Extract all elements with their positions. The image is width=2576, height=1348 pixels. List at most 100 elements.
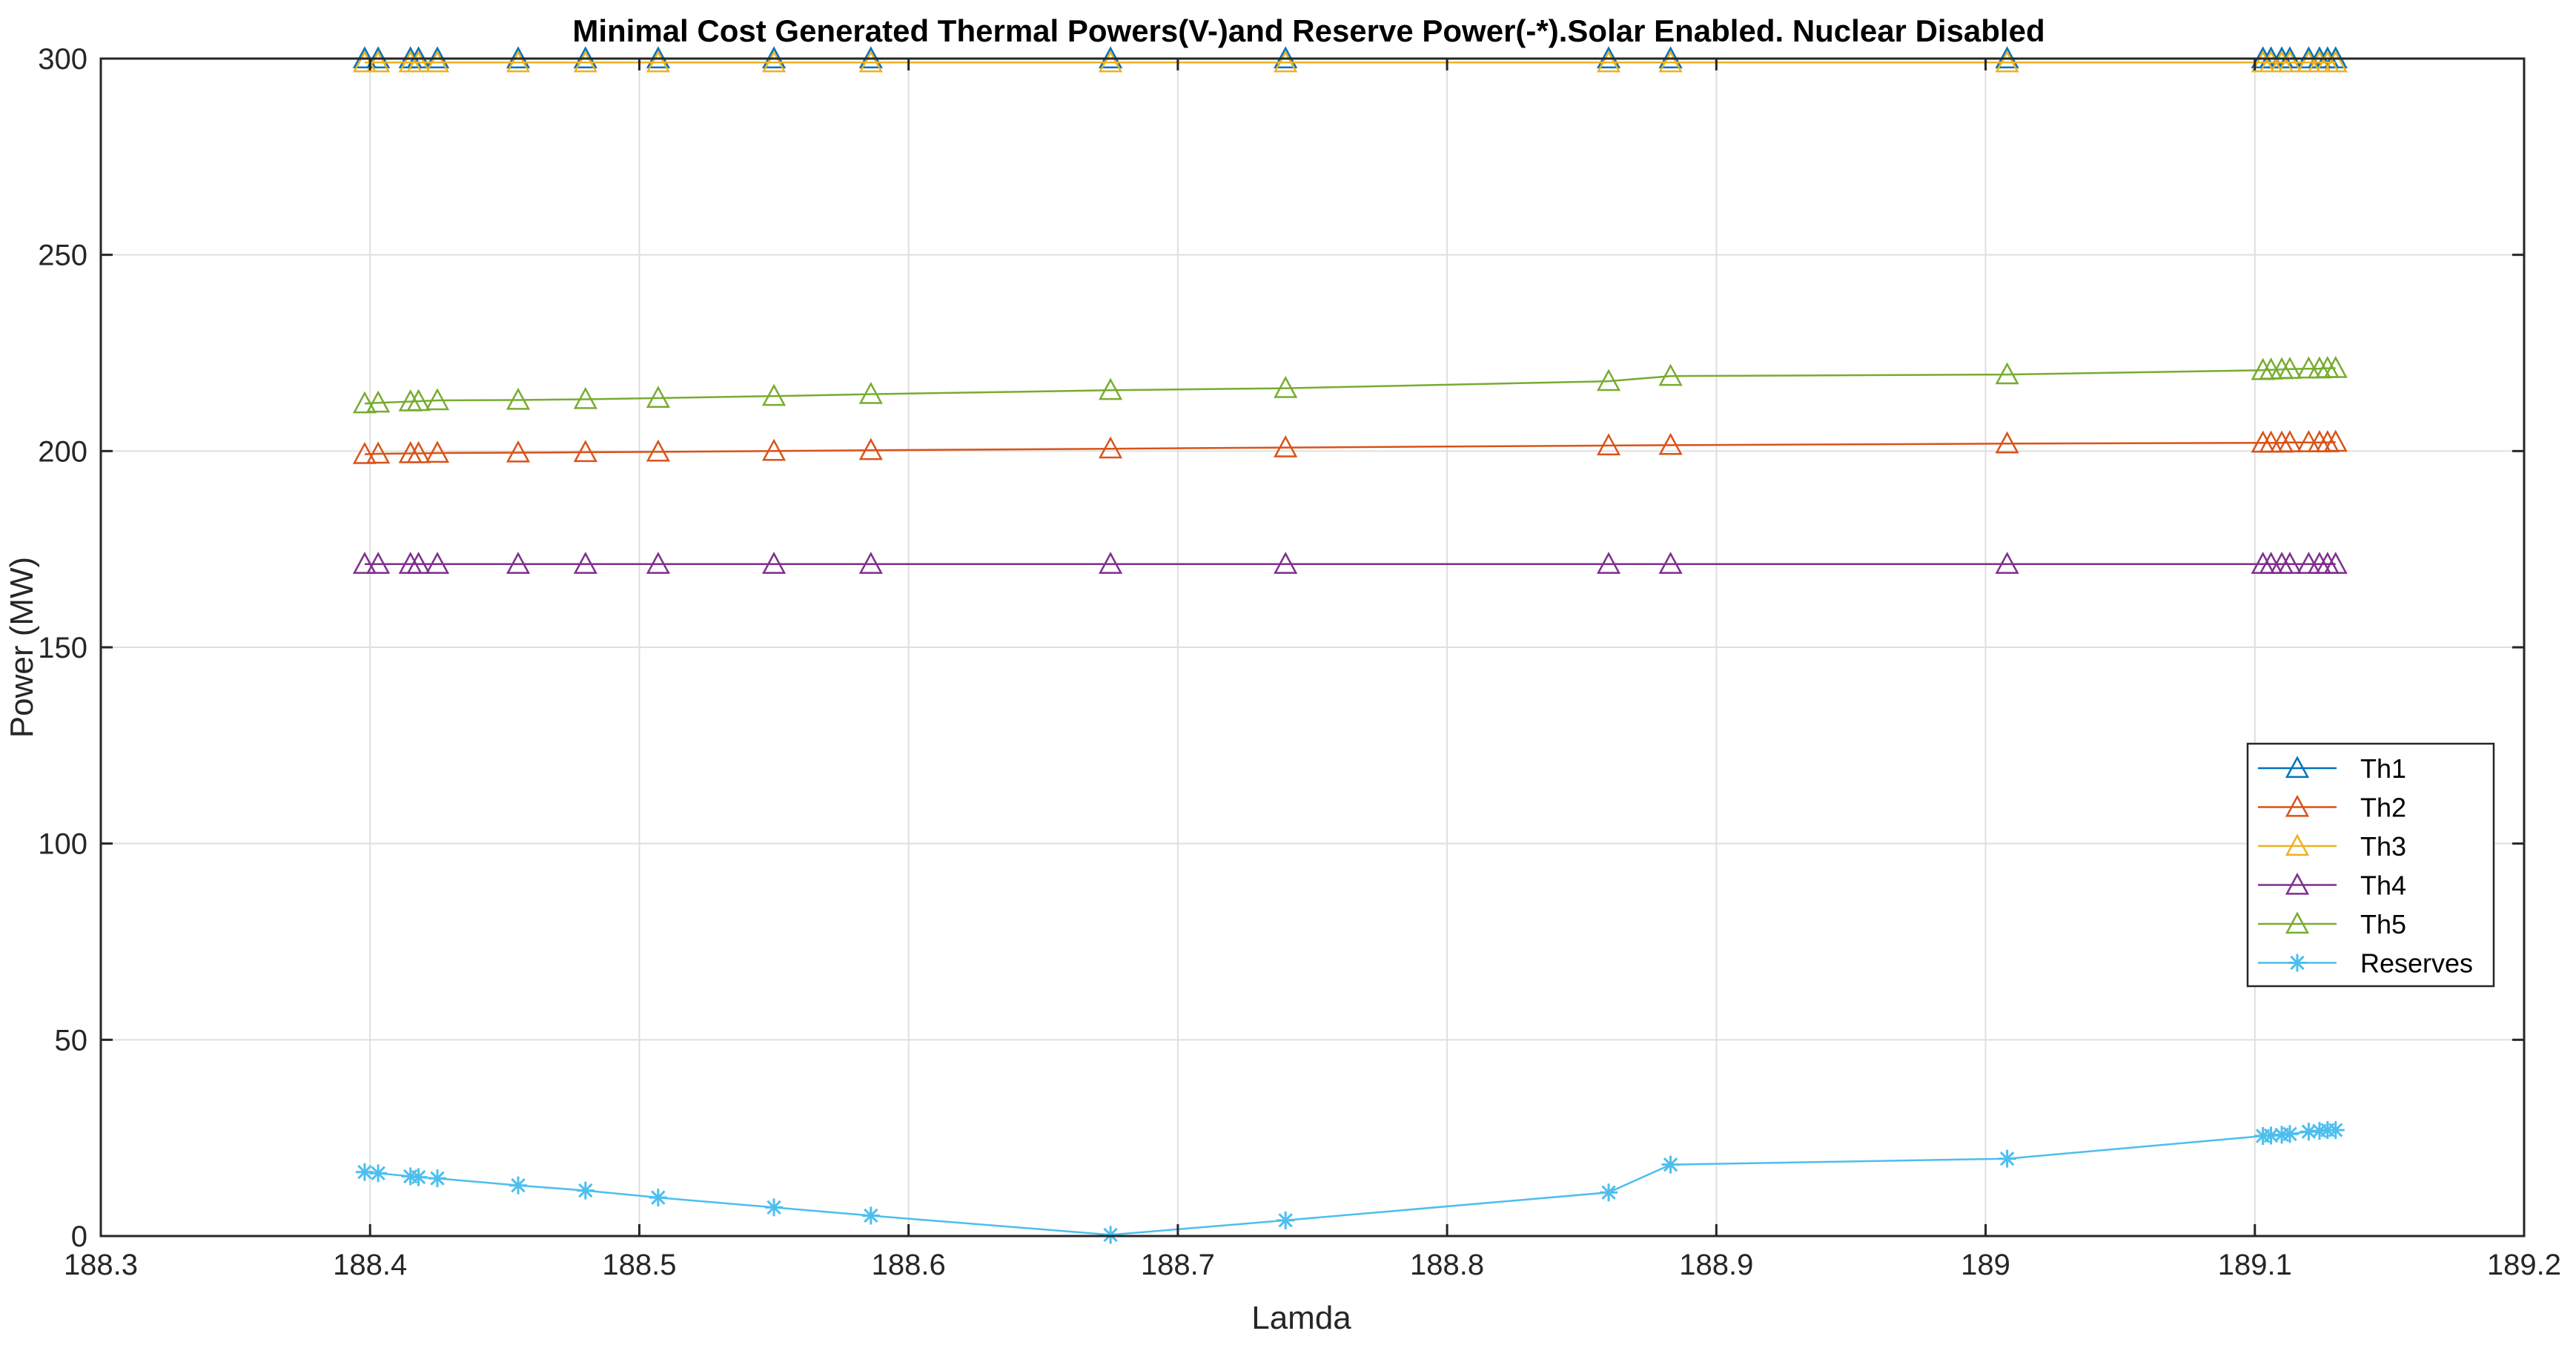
legend-marker xyxy=(2285,872,2310,895)
data-point-reserves xyxy=(1998,1149,2016,1168)
legend-item: Reserves xyxy=(2258,948,2473,979)
series-line-reserves xyxy=(364,1129,2336,1236)
y-tick-label: 250 xyxy=(38,239,87,272)
data-point-reserves xyxy=(509,1176,527,1195)
data-point-th3 xyxy=(573,50,597,73)
data-point-th2 xyxy=(1995,431,2019,454)
data-point-reserves xyxy=(576,1181,595,1200)
data-point-th2 xyxy=(406,440,431,463)
data-point-reserves xyxy=(2326,1121,2345,1140)
data-point-th4 xyxy=(352,552,377,574)
data-point-th4 xyxy=(406,552,431,574)
data-point-th3 xyxy=(1274,50,1298,73)
x-tick-label: 188.8 xyxy=(1410,1249,1484,1281)
data-point-th3 xyxy=(425,50,450,73)
y-axis-label: Power (MW) xyxy=(4,557,40,738)
data-point-th3 xyxy=(1658,50,1683,73)
data-point-th3 xyxy=(506,50,531,73)
series-line-th5 xyxy=(364,367,2336,405)
data-point-th2 xyxy=(425,440,450,463)
series-th2 xyxy=(352,429,2348,464)
data-point-th5 xyxy=(352,391,377,414)
data-point-th5 xyxy=(2277,357,2302,379)
data-point-th5 xyxy=(573,386,597,409)
data-point-th2 xyxy=(1596,433,1621,456)
data-point-th4 xyxy=(1098,552,1123,574)
x-tick-label: 188.4 xyxy=(333,1249,407,1281)
data-point-th4 xyxy=(1274,552,1298,574)
legend-item: Th4 xyxy=(2258,870,2406,901)
data-point-th3 xyxy=(1098,50,1123,73)
data-point-th4 xyxy=(646,552,670,574)
data-point-th4 xyxy=(858,552,883,574)
data-point-th5 xyxy=(1596,369,1621,391)
data-point-th2 xyxy=(1658,432,1683,455)
data-point-reserves xyxy=(355,1163,374,1181)
legend-marker xyxy=(2285,833,2310,856)
grid xyxy=(101,59,2524,1236)
series-th3 xyxy=(352,50,2348,73)
legend-label: Th2 xyxy=(2360,793,2406,823)
legend-item: Th5 xyxy=(2258,909,2406,939)
x-axis-label: Lamda xyxy=(1251,1300,1351,1336)
data-point-reserves xyxy=(428,1169,447,1188)
legend-marker xyxy=(2285,911,2310,934)
legend-item: Th1 xyxy=(2258,753,2406,784)
data-point-reserves xyxy=(2280,1125,2299,1143)
data-point-th4 xyxy=(2277,552,2302,574)
data-point-th5 xyxy=(506,387,531,410)
series-reserves xyxy=(355,1121,2345,1244)
data-point-reserves xyxy=(1600,1183,1618,1202)
data-point-reserves xyxy=(765,1198,784,1217)
data-point-th2 xyxy=(1098,436,1123,459)
data-point-th5 xyxy=(2323,356,2348,378)
data-point-th5 xyxy=(1658,363,1683,386)
data-point-th3 xyxy=(858,50,883,73)
legend-box xyxy=(2246,742,2495,988)
y-tick-label: 0 xyxy=(71,1220,87,1253)
data-point-reserves xyxy=(409,1168,428,1186)
data-point-th4 xyxy=(506,552,531,574)
data-point-th4 xyxy=(2323,552,2348,574)
data-point-th5 xyxy=(858,381,883,404)
data-point-th3 xyxy=(406,50,431,73)
legend: Th1 Th2 Th3 Th4 Th5 Reserves xyxy=(2246,742,2495,988)
data-point-reserves xyxy=(1661,1155,1680,1174)
data-point-th3 xyxy=(1596,50,1621,73)
data-point-th4 xyxy=(366,552,391,574)
data-point-th3 xyxy=(761,50,787,73)
data-point-th3 xyxy=(366,50,391,73)
legend-label: Reserves xyxy=(2360,948,2473,979)
data-point-reserves xyxy=(861,1206,880,1225)
y-tick-label: 200 xyxy=(38,435,87,468)
legend-item: Th2 xyxy=(2258,793,2406,823)
data-point-th3 xyxy=(2277,50,2302,73)
data-point-th5 xyxy=(1098,377,1123,400)
data-point-reserves xyxy=(1277,1211,1295,1229)
legend-label: Th5 xyxy=(2360,909,2406,939)
legend-marker xyxy=(2285,756,2310,779)
legend-marker xyxy=(2285,794,2310,817)
data-point-th2 xyxy=(646,439,670,462)
data-point-th5 xyxy=(1274,376,1298,398)
data-point-th2 xyxy=(2277,430,2302,452)
x-tick-label: 189.1 xyxy=(2218,1249,2292,1281)
legend-label: Th4 xyxy=(2360,870,2406,901)
x-tick-label: 188.3 xyxy=(64,1249,138,1281)
data-point-th5 xyxy=(1995,362,2019,385)
legend-item: Th3 xyxy=(2258,831,2406,862)
data-point-th5 xyxy=(646,386,670,409)
legend-label: Th3 xyxy=(2360,831,2406,862)
data-point-reserves xyxy=(369,1164,388,1183)
y-axis-ticks: 0 50 100 150 200 250 300 xyxy=(38,43,2524,1253)
chart-title: Minimal Cost Generated Thermal Powers(V-… xyxy=(572,13,2044,48)
data-point-th3 xyxy=(1995,50,2019,73)
x-tick-label: 188.6 xyxy=(872,1249,946,1281)
data-point-th5 xyxy=(406,389,431,412)
data-point-th4 xyxy=(1658,552,1683,574)
x-tick-label: 188.9 xyxy=(1679,1249,1753,1281)
data-point-reserves xyxy=(1102,1226,1120,1244)
data-point-th4 xyxy=(761,552,787,574)
data-point-th2 xyxy=(573,440,597,463)
